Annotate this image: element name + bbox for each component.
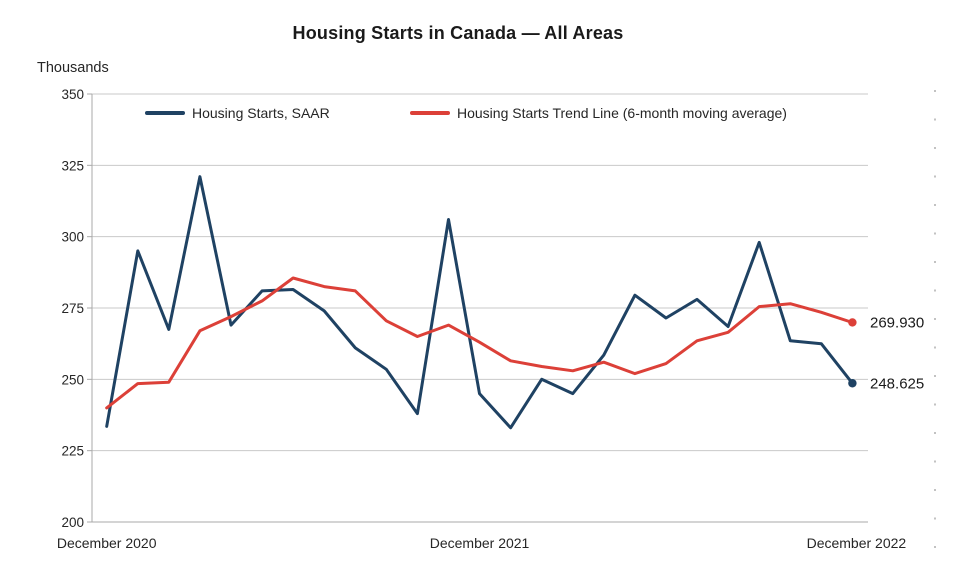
svg-text:250: 250 xyxy=(61,372,84,387)
trend-line-swatch xyxy=(410,111,450,115)
svg-text:269.930: 269.930 xyxy=(870,314,924,331)
page-edge-dots xyxy=(934,90,936,568)
svg-text:275: 275 xyxy=(61,301,84,316)
chart-title: Housing Starts in Canada — All Areas xyxy=(292,23,624,43)
saar-line-swatch xyxy=(145,111,185,115)
svg-text:December 2021: December 2021 xyxy=(430,535,530,551)
y-axis-title: Thousands xyxy=(37,60,109,76)
svg-text:350: 350 xyxy=(61,87,84,102)
svg-text:325: 325 xyxy=(61,158,84,173)
legend-label-saar: Housing Starts, SAAR xyxy=(192,105,330,121)
legend-item-trend: Housing Starts Trend Line (6-month movin… xyxy=(410,105,787,121)
svg-text:200: 200 xyxy=(61,515,84,530)
svg-text:225: 225 xyxy=(61,444,84,459)
legend-label-trend: Housing Starts Trend Line (6-month movin… xyxy=(457,105,787,121)
svg-text:248.625: 248.625 xyxy=(870,375,924,392)
svg-text:December 2022: December 2022 xyxy=(807,535,907,551)
svg-text:December 2020: December 2020 xyxy=(57,535,157,551)
legend-item-saar: Housing Starts, SAAR xyxy=(145,105,330,121)
svg-text:300: 300 xyxy=(61,230,84,245)
